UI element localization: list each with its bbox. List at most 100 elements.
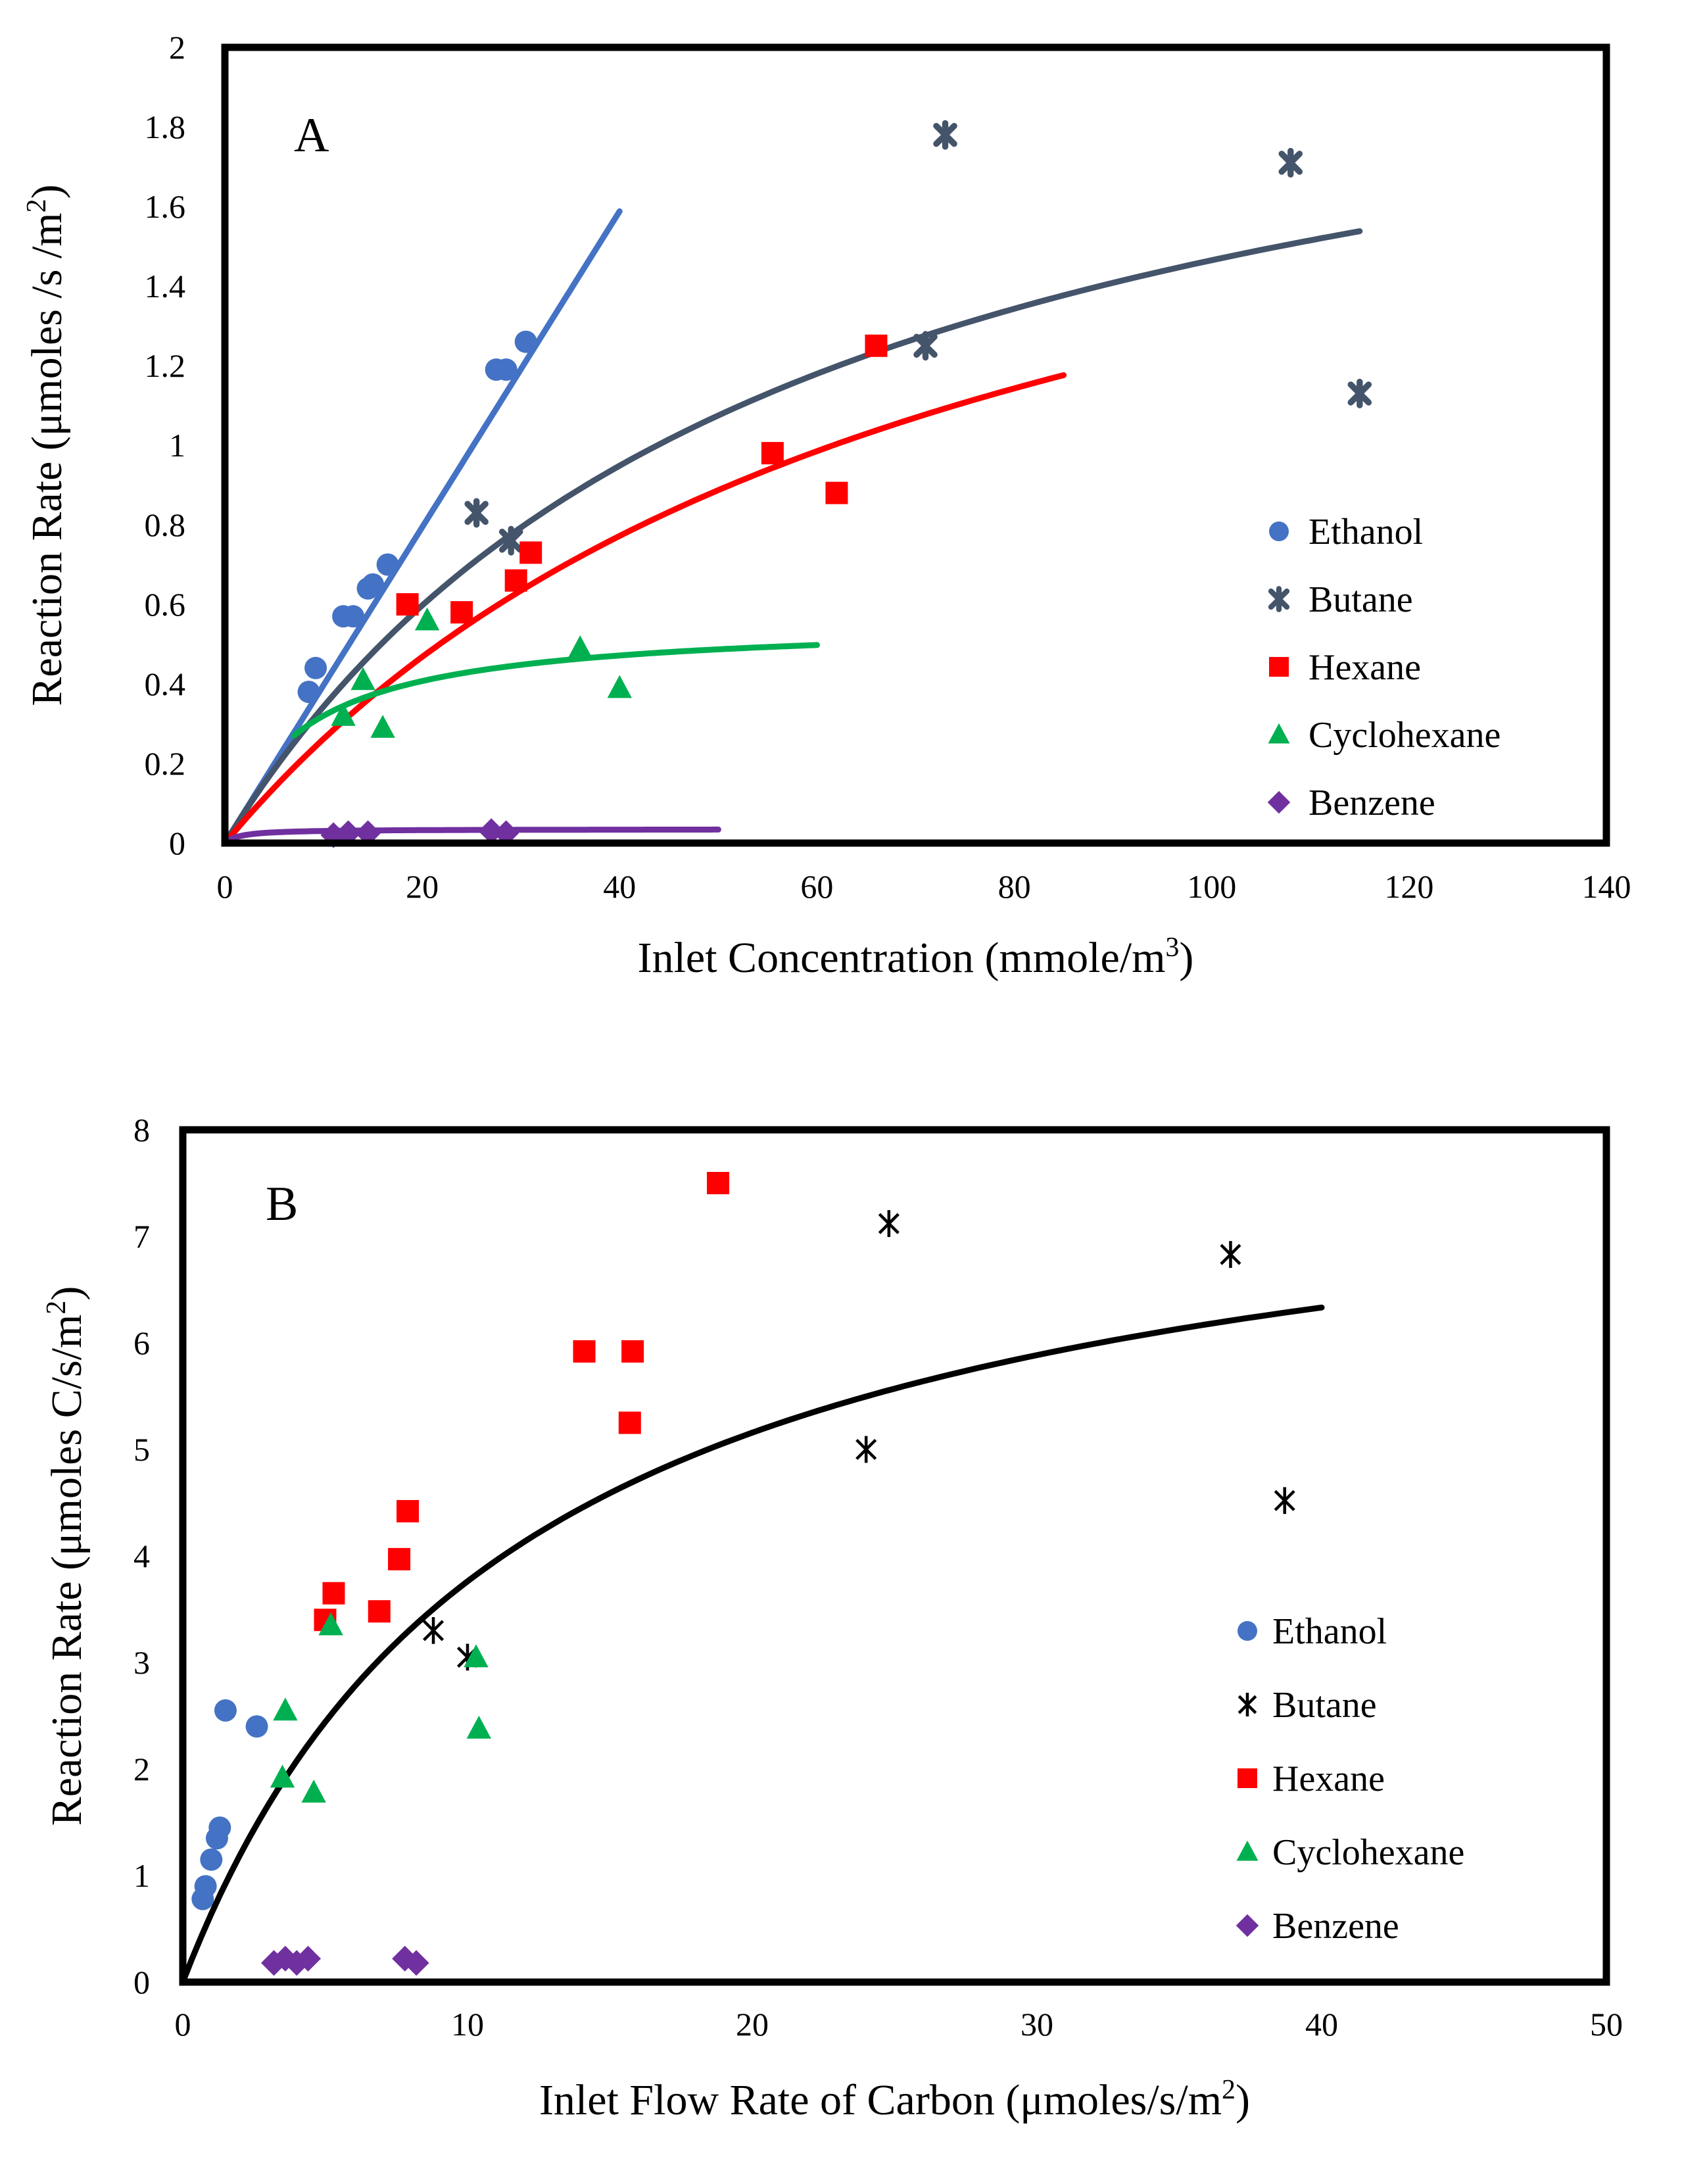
chart-b-y-tick-6: 6: [133, 1324, 150, 1361]
chart-a-butane-point: [498, 525, 523, 556]
chart-a-legend-ethanol-marker: [1269, 522, 1289, 541]
chart-b-ethanol-point: [194, 1875, 217, 1898]
chart-a-legend-butane-label: Butane: [1309, 579, 1413, 620]
chart-a-butane-point: [1278, 147, 1303, 178]
chart-a-y-tick-1-8: 1.8: [145, 109, 186, 145]
chart-a-x-tick-40: 40: [603, 868, 636, 905]
chart-b-legend-cyclohexane-label: Cyclohexane: [1272, 1832, 1464, 1873]
chart-a-hexane-fit-line: [222, 372, 1067, 846]
chart-a-legend-benzene-label: Benzene: [1309, 783, 1435, 823]
chart-b-data-points: [191, 1172, 1295, 1976]
chart-b-legend-ethanol-marker: [1237, 1621, 1257, 1641]
chart-a-butane-point: [464, 498, 489, 528]
chart-b-y-tick-8: 8: [133, 1111, 150, 1148]
chart-b-benzene-point: [261, 1950, 287, 1976]
chart-b-cyclohexane-point: [464, 1644, 489, 1668]
chart-a-cyclohexane-point: [414, 607, 440, 631]
chart-a-x-tick-0: 0: [217, 868, 233, 905]
chart-a-cyclohexane-point: [607, 675, 632, 698]
chart-a-butane-point: [913, 331, 938, 361]
chart-b-hexane-point: [707, 1172, 730, 1194]
chart-b-overall-fit-line: [180, 1304, 1325, 1985]
chart-b-x-axis-title: Inlet Flow Rate of Carbon (μmoles/s/m2): [539, 2075, 1250, 2124]
chart-a-cyclohexane-point: [331, 702, 356, 726]
chart-b-cyclohexane-point: [466, 1715, 492, 1739]
chart-b-legend-benzene-marker: [1236, 1914, 1259, 1937]
chart-b-butane-point: [855, 1436, 877, 1463]
chart-b-ethanol-point: [245, 1715, 268, 1738]
chart-b-hexane-point: [388, 1547, 411, 1570]
chart-a-x-tick-120: 120: [1384, 868, 1433, 905]
chart-a-x-tick-80: 80: [998, 868, 1031, 905]
chart-a-y-tick-0: 0: [169, 825, 185, 861]
chart-a-butane-fit-line: [222, 228, 1363, 846]
chart-b-x-tick-40: 40: [1305, 2006, 1338, 2043]
chart-b-hexane-point: [573, 1340, 596, 1363]
chart-a-butane-point: [1347, 378, 1372, 408]
chart-a-ethanol-point: [376, 553, 399, 576]
chart-b-y-tick-3: 3: [133, 1644, 150, 1681]
chart-b-butane-point: [1220, 1241, 1241, 1268]
chart-b-ethanol-point: [200, 1848, 223, 1871]
chart-a-ethanol-fit-line: [222, 208, 623, 846]
chart-a-y-tick-1-6: 1.6: [145, 188, 186, 225]
chart-b-fit-lines: [180, 1304, 1325, 1985]
chart-a-ethanol-point: [494, 358, 517, 381]
chart-b-legend-cyclohexane-marker: [1236, 1840, 1259, 1861]
chart-b-hexane-point: [322, 1582, 345, 1605]
chart-a-legend-cyclohexane-marker: [1268, 723, 1290, 744]
chart-a-legend-ethanol-label: Ethanol: [1309, 512, 1423, 552]
chart-a-tick-labels: 0 20 40 60 80 100 120 140 0 0.2 0.4 0.6 0.8 1 1.2 1.4 1.…: [145, 29, 1631, 905]
chart-a-ethanol-point: [297, 681, 320, 704]
chart-a-y-tick-0-8: 0.8: [145, 506, 186, 543]
chart-b-benzene-point: [283, 1950, 310, 1976]
chart-b-cyclohexane-point: [318, 1612, 343, 1636]
chart-b-cyclohexane-point: [301, 1780, 326, 1803]
chart-b-legend: Ethanol Butane Hexane Cyclohexane Benzene: [1236, 1611, 1464, 1947]
chart-a-cyclohexane-point: [370, 715, 395, 738]
chart-a-y-axis-title: Reaction Rate (μmoles /s /m2): [22, 184, 71, 706]
chart-a-ethanol-point: [304, 656, 327, 679]
chart-a-ethanol-point: [362, 573, 385, 596]
chart-b-butane-point: [422, 1617, 445, 1644]
chart-a-hexane-point: [396, 593, 419, 616]
chart-b-legend-butane-marker: [1237, 1693, 1257, 1716]
chart-b-legend-ethanol-label: Ethanol: [1272, 1611, 1387, 1652]
chart-a-y-tick-0-2: 0.2: [145, 745, 186, 782]
chart-a-legend-cyclohexane-label: Cyclohexane: [1309, 715, 1501, 756]
chart-a-hexane-point: [825, 481, 848, 504]
chart-b-butane-point: [878, 1210, 900, 1237]
chart-a-y-tick-0-6: 0.6: [145, 586, 186, 623]
chart-a-legend-butane-marker: [1268, 586, 1290, 612]
chart-b-benzene-point: [403, 1950, 429, 1976]
chart-b-ethanol-point: [208, 1816, 231, 1839]
chart-a-legend-hexane-label: Hexane: [1309, 647, 1421, 688]
chart-a: 0 20 40 60 80 100 120 140 0 0.2 0.4 0.6 0.8 1 1.2 1.4 1.…: [22, 29, 1631, 982]
chart-b-x-tick-20: 20: [736, 2006, 769, 2043]
chart-a-benzene-fit-line: [222, 826, 721, 846]
chart-b-hexane-point: [368, 1600, 391, 1623]
chart-b-y-tick-5: 5: [133, 1431, 150, 1468]
chart-b-y-tick-1: 1: [133, 1857, 150, 1894]
chart-b-plot-frame: [179, 1126, 1610, 1986]
chart-b-legend-butane-label: Butane: [1272, 1685, 1377, 1726]
chart-a-y-tick-2: 2: [169, 29, 185, 66]
chart-a-data-points: [297, 120, 1372, 848]
chart-b-tick-labels: 0 10 20 30 40 50 0 1 2 3 4 5 6 7 8: [133, 1111, 1623, 2043]
chart-a-legend-benzene-marker: [1267, 790, 1291, 814]
chart-b-hexane-point: [621, 1340, 644, 1363]
chart-a-cyclohexane-fit-line: [291, 642, 820, 739]
chart-a-x-tick-60: 60: [800, 868, 833, 905]
chart-b-legend-benzene-label: Benzene: [1272, 1906, 1399, 1947]
chart-a-y-tick-1-2: 1.2: [145, 347, 186, 384]
chart-a-hexane-point: [519, 541, 542, 564]
chart-b-x-tick-30: 30: [1021, 2006, 1053, 2043]
chart-b-cyclohexane-point: [273, 1697, 298, 1721]
chart-a-hexane-point: [450, 601, 473, 624]
chart-a-y-tick-0-4: 0.4: [145, 666, 186, 702]
chart-b-benzene-point: [295, 1945, 322, 1972]
chart-a-y-tick-1-4: 1.4: [145, 268, 186, 304]
chart-b-x-tick-50: 50: [1590, 2006, 1623, 2043]
chart-a-ethanol-point: [342, 605, 365, 628]
